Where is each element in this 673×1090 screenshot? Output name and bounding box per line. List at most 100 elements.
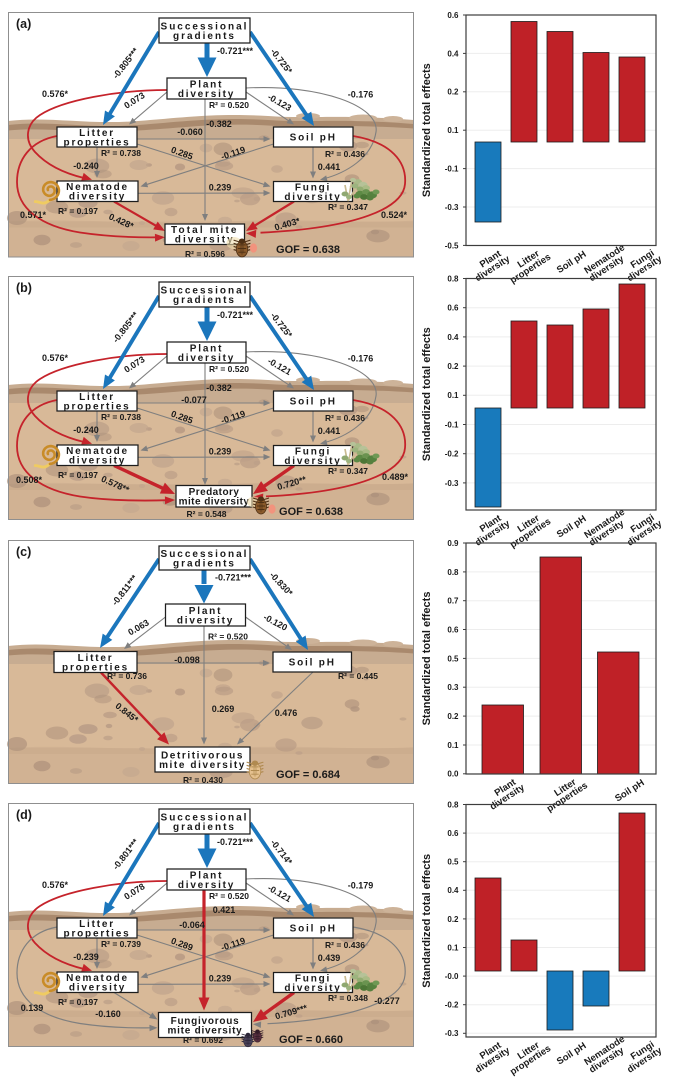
svg-text:diversity: diversity <box>69 983 126 994</box>
svg-text:0.8: 0.8 <box>447 274 459 283</box>
svg-text:0.6: 0.6 <box>447 625 459 634</box>
svg-text:R² = 0.197: R² = 0.197 <box>58 470 98 480</box>
svg-text:R² = 0.520: R² = 0.520 <box>209 891 249 901</box>
svg-text:R² = 0.445: R² = 0.445 <box>338 671 378 681</box>
svg-text:-0.3: -0.3 <box>445 1029 459 1038</box>
svg-text:mite diversity: mite diversity <box>159 760 246 771</box>
svg-text:0.439: 0.439 <box>318 953 341 963</box>
svg-text:0.8: 0.8 <box>447 568 459 577</box>
svg-text:diversity: diversity <box>175 235 235 246</box>
svg-text:-0.240: -0.240 <box>73 425 99 435</box>
svg-text:0.2: 0.2 <box>447 362 459 371</box>
svg-text:Soil pH: Soil pH <box>290 924 337 935</box>
svg-text:-0.064: -0.064 <box>179 920 205 930</box>
svg-text:R² = 0.520: R² = 0.520 <box>209 100 249 110</box>
svg-text:properties: properties <box>64 137 131 148</box>
svg-text:0.576*: 0.576* <box>42 89 69 99</box>
svg-text:0.5: 0.5 <box>447 858 459 867</box>
svg-text:-0.2: -0.2 <box>445 1001 459 1010</box>
svg-text:R² = 0.739: R² = 0.739 <box>101 939 141 949</box>
svg-text:diversity: diversity <box>69 192 126 203</box>
svg-text:R² = 0.436: R² = 0.436 <box>325 413 365 423</box>
svg-text:0.4: 0.4 <box>447 333 459 342</box>
svg-text:Standardized total effects: Standardized total effects <box>421 327 433 461</box>
svg-text:R² = 0.692: R² = 0.692 <box>183 1035 223 1045</box>
svg-text:0.8: 0.8 <box>447 800 459 809</box>
svg-text:-0.1: -0.1 <box>445 420 459 429</box>
svg-text:GOF = 0.660: GOF = 0.660 <box>279 1034 343 1046</box>
svg-text:-0.721***: -0.721*** <box>217 837 254 847</box>
svg-text:R² = 0.738: R² = 0.738 <box>101 148 141 158</box>
svg-text:R² = 0.347: R² = 0.347 <box>328 202 368 212</box>
svg-text:0.2: 0.2 <box>447 88 459 97</box>
svg-text:mite diversity: mite diversity <box>179 497 250 508</box>
svg-text:-0.077: -0.077 <box>181 395 207 405</box>
svg-text:Standardized total effects: Standardized total effects <box>421 592 433 726</box>
svg-text:GOF = 0.638: GOF = 0.638 <box>276 244 340 256</box>
svg-text:properties: properties <box>64 401 131 412</box>
svg-text:0.6: 0.6 <box>447 11 459 20</box>
svg-text:properties: properties <box>64 928 131 939</box>
svg-text:GOF = 0.638: GOF = 0.638 <box>279 506 343 518</box>
svg-text:R² = 0.347: R² = 0.347 <box>328 466 368 476</box>
svg-text:0.4: 0.4 <box>447 886 459 895</box>
svg-text:Standardized total effects: Standardized total effects <box>421 63 433 197</box>
svg-text:Standardized total effects: Standardized total effects <box>421 854 433 988</box>
svg-text:0.6: 0.6 <box>447 304 459 313</box>
svg-text:0.139: 0.139 <box>21 1003 44 1013</box>
svg-text:-0.3: -0.3 <box>445 203 459 212</box>
svg-text:0.239: 0.239 <box>209 447 232 457</box>
svg-text:diversity: diversity <box>178 880 235 891</box>
svg-text:0.9: 0.9 <box>447 539 459 548</box>
svg-text:R² = 0.596: R² = 0.596 <box>185 249 225 259</box>
svg-text:-0.277: -0.277 <box>374 996 400 1006</box>
svg-text:0.239: 0.239 <box>209 183 232 193</box>
svg-text:0.476: 0.476 <box>275 708 298 718</box>
svg-text:-0.179: -0.179 <box>348 881 374 891</box>
svg-text:GOF = 0.684: GOF = 0.684 <box>276 769 341 781</box>
svg-text:0.0: 0.0 <box>447 770 459 779</box>
svg-text:0.3: 0.3 <box>447 683 459 692</box>
svg-text:(d): (d) <box>16 808 32 822</box>
svg-text:0.576*: 0.576* <box>42 880 69 890</box>
svg-text:-0.1: -0.1 <box>445 165 459 174</box>
svg-text:R² = 0.430: R² = 0.430 <box>183 775 223 785</box>
svg-text:R² = 0.197: R² = 0.197 <box>58 997 98 1007</box>
svg-text:0.1: 0.1 <box>447 126 459 135</box>
svg-text:0.2: 0.2 <box>447 915 459 924</box>
svg-text:(a): (a) <box>16 17 31 31</box>
svg-text:-0.098: -0.098 <box>174 655 200 665</box>
svg-text:R² = 0.520: R² = 0.520 <box>208 632 248 642</box>
svg-text:R² = 0.548: R² = 0.548 <box>187 509 227 519</box>
svg-text:0.441: 0.441 <box>318 426 341 436</box>
svg-text:-0.382: -0.382 <box>206 119 232 129</box>
svg-text:0.5: 0.5 <box>447 654 459 663</box>
svg-text:Soil pH: Soil pH <box>290 397 337 408</box>
svg-text:diversity: diversity <box>177 615 234 626</box>
svg-text:-0.239: -0.239 <box>73 952 99 962</box>
svg-text:gradients: gradients <box>173 822 236 833</box>
svg-text:diversity: diversity <box>178 353 235 364</box>
svg-text:R² = 0.197: R² = 0.197 <box>58 206 98 216</box>
svg-text:R² = 0.520: R² = 0.520 <box>209 364 249 374</box>
svg-text:-0.2: -0.2 <box>445 450 459 459</box>
svg-text:0.421: 0.421 <box>213 905 236 915</box>
svg-text:diversity: diversity <box>69 456 126 467</box>
svg-text:gradients: gradients <box>173 295 236 306</box>
svg-text:-0.176: -0.176 <box>348 354 374 364</box>
svg-text:0.1: 0.1 <box>447 741 459 750</box>
svg-text:-0.160: -0.160 <box>95 1009 121 1019</box>
svg-text:0.508*: 0.508* <box>16 475 43 485</box>
svg-text:-0.176: -0.176 <box>348 90 374 100</box>
svg-text:0.489*: 0.489* <box>382 472 409 482</box>
svg-text:R² = 0.436: R² = 0.436 <box>325 149 365 159</box>
svg-text:0.6: 0.6 <box>447 829 459 838</box>
svg-text:-0.721***: -0.721*** <box>217 310 254 320</box>
svg-text:R² = 0.348: R² = 0.348 <box>328 993 368 1003</box>
svg-text:-0.721***: -0.721*** <box>217 46 254 56</box>
svg-text:R² = 0.736: R² = 0.736 <box>107 671 147 681</box>
svg-text:0.1: 0.1 <box>447 943 459 952</box>
svg-text:diversity: diversity <box>178 89 235 100</box>
svg-text:0.7: 0.7 <box>447 597 459 606</box>
svg-text:-0.060: -0.060 <box>177 127 203 137</box>
